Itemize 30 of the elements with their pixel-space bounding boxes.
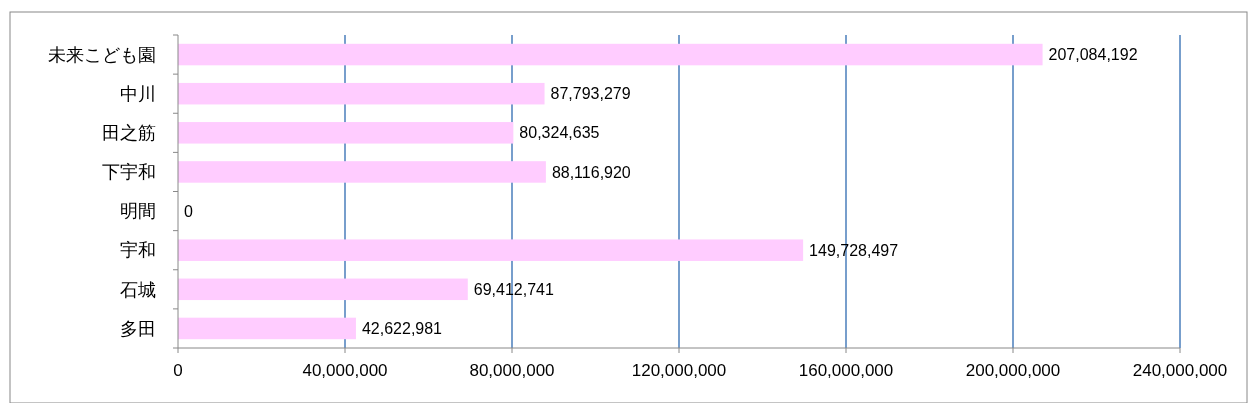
bar <box>178 82 545 105</box>
data-label: 69,412,741 <box>473 280 554 298</box>
y-tick-label: 多田 <box>120 318 156 339</box>
data-label: 207,084,192 <box>1048 46 1138 64</box>
bar <box>178 239 804 261</box>
x-tick-label: 240,000,000 <box>1132 361 1228 380</box>
data-label: 88,116,920 <box>551 163 631 181</box>
data-label: 149,728,497 <box>809 241 899 259</box>
y-tick-label: 下宇和 <box>102 162 156 183</box>
bar <box>178 161 546 183</box>
y-tick-label: 中川 <box>120 83 156 104</box>
bar <box>178 43 1043 66</box>
x-tick-label: 120,000,000 <box>631 361 727 380</box>
x-tick-label: 40,000,000 <box>302 361 388 380</box>
y-tick-label: 明間 <box>120 201 156 222</box>
y-tick-label: 田之筋 <box>102 123 156 144</box>
data-label: 0 <box>184 202 193 220</box>
bar <box>178 278 468 301</box>
y-tick-label: 未来こども園 <box>48 44 156 65</box>
y-tick-label: 宇和 <box>120 240 156 261</box>
x-tick-label: 160,000,000 <box>798 361 894 380</box>
x-tick-label: 200,000,000 <box>965 361 1061 380</box>
data-label: 42,622,981 <box>361 320 443 338</box>
bar <box>178 317 356 340</box>
bar <box>178 122 514 144</box>
x-tick-label: 0 <box>173 361 183 380</box>
data-label: 87,793,279 <box>550 85 631 103</box>
y-tick-label: 石城 <box>120 279 156 300</box>
x-tick-label: 80,000,000 <box>469 361 555 380</box>
data-label: 80,324,635 <box>519 124 600 142</box>
